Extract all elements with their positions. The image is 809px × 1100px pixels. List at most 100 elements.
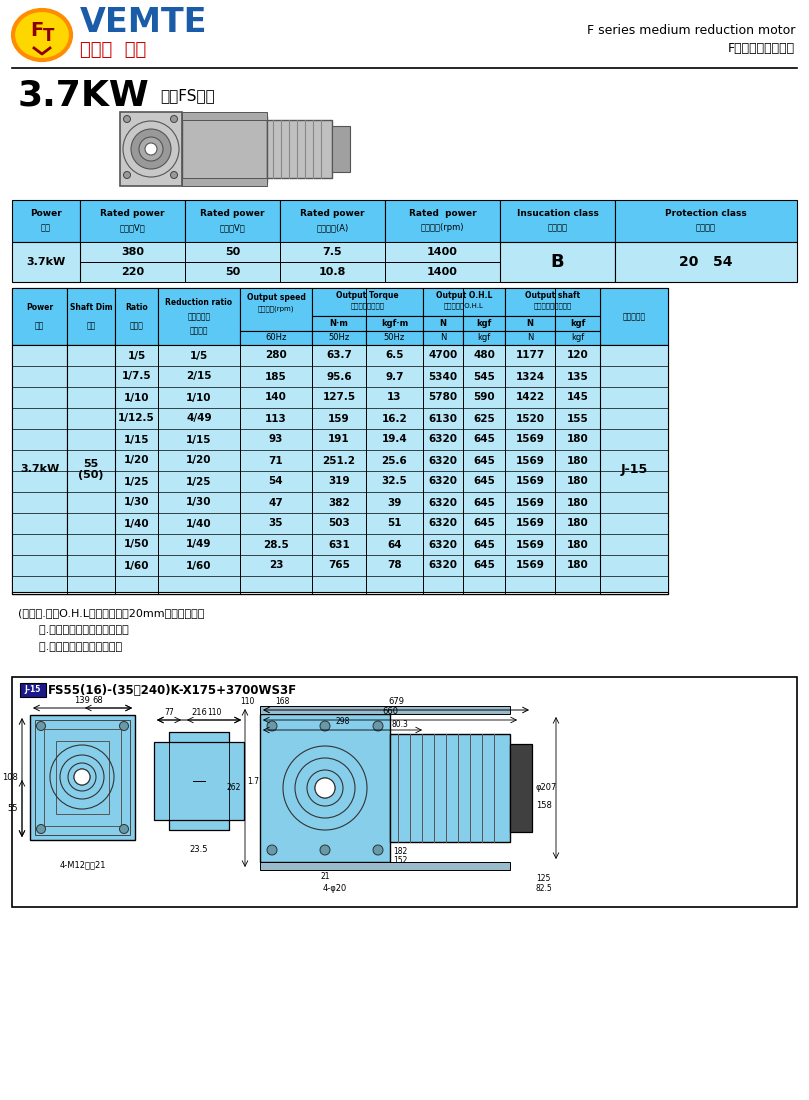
Text: 軸徑: 軸徑 [87, 321, 95, 330]
Bar [12, 288, 668, 345]
Circle shape [373, 720, 383, 732]
Text: 1569: 1569 [515, 518, 544, 528]
Text: 765: 765 [328, 561, 350, 571]
Bar [80, 262, 185, 282]
Bar [312, 331, 366, 345]
Text: Ratio: Ratio [125, 302, 148, 311]
Bar [158, 288, 240, 345]
Text: T: T [44, 28, 55, 45]
Bar [385, 242, 500, 262]
Text: 645: 645 [473, 434, 495, 444]
Text: 1/20: 1/20 [124, 455, 149, 465]
Bar [12, 345, 668, 594]
Bar [463, 331, 505, 345]
Text: (注）１.容許O.H.L為輸出軸端面20mm位置的數値。: (注）１.容許O.H.L為輸出軸端面20mm位置的數値。 [18, 608, 205, 618]
Text: Output speed: Output speed [247, 294, 306, 302]
Bar [600, 345, 668, 594]
Text: J-15: J-15 [621, 463, 648, 476]
Text: F series medium reduction motor: F series medium reduction motor [587, 23, 795, 36]
Bar [510, 744, 532, 832]
Bar [67, 288, 115, 345]
Text: 51: 51 [388, 518, 402, 528]
Text: 645: 645 [473, 476, 495, 486]
Text: 28.5: 28.5 [263, 539, 289, 550]
Text: 1/50: 1/50 [124, 539, 149, 550]
Text: 4-M12深度21: 4-M12深度21 [59, 860, 106, 869]
Text: 6320: 6320 [429, 561, 458, 571]
Text: 實際減速比: 實際減速比 [188, 312, 210, 321]
Text: 631: 631 [328, 539, 349, 550]
Text: 20   54: 20 54 [680, 255, 733, 270]
Text: 6320: 6320 [429, 497, 458, 507]
Text: 13: 13 [388, 393, 402, 403]
Text: 280: 280 [265, 351, 287, 361]
Text: 1/12.5: 1/12.5 [118, 414, 155, 424]
Bar [154, 742, 244, 820]
Text: 1/10: 1/10 [186, 393, 212, 403]
Text: 645: 645 [473, 455, 495, 465]
Text: 3.7KW: 3.7KW [18, 79, 150, 113]
Text: 55: 55 [7, 804, 18, 813]
Bar [332, 126, 350, 172]
Text: 3.7kW: 3.7kW [27, 257, 66, 267]
Text: FS55(16)-(35～240)K-X175+3700WS3F: FS55(16)-(35～240)K-X175+3700WS3F [48, 683, 297, 696]
Circle shape [139, 138, 163, 161]
Text: 180: 180 [566, 455, 588, 465]
Text: 1400: 1400 [427, 267, 458, 277]
Text: kgf: kgf [570, 319, 585, 328]
Text: 39: 39 [388, 497, 402, 507]
Text: 135: 135 [566, 372, 588, 382]
Bar [182, 116, 267, 182]
Bar [185, 242, 280, 262]
Bar [280, 262, 385, 282]
Text: 1422: 1422 [515, 393, 544, 403]
Text: 1/10: 1/10 [124, 393, 149, 403]
Text: 絕緣等級: 絕緣等級 [548, 223, 567, 232]
Bar [366, 331, 423, 345]
Text: 5340: 5340 [429, 372, 458, 382]
Bar [240, 331, 312, 345]
Text: Power: Power [30, 209, 61, 218]
Text: VEMTE: VEMTE [80, 6, 207, 38]
Text: 功率: 功率 [35, 321, 44, 330]
Text: 6320: 6320 [429, 539, 458, 550]
Text: N·m: N·m [329, 319, 349, 328]
Bar [500, 200, 615, 242]
Bar [12, 262, 80, 282]
Text: 4/49: 4/49 [186, 414, 212, 424]
Text: kgf: kgf [477, 319, 492, 328]
Text: 6.5: 6.5 [385, 351, 404, 361]
Text: Protection class: Protection class [665, 209, 747, 218]
Bar [20, 683, 46, 697]
Text: 35: 35 [269, 518, 283, 528]
Text: 110: 110 [240, 697, 255, 706]
Bar [505, 331, 555, 345]
Text: 660: 660 [382, 707, 398, 716]
Text: 180: 180 [566, 539, 588, 550]
Text: 480: 480 [473, 351, 495, 361]
Text: 頻率（V）: 頻率（V） [219, 223, 245, 232]
Text: 10.8: 10.8 [319, 267, 346, 277]
Circle shape [74, 769, 90, 785]
Bar [12, 676, 797, 908]
Text: 1/30: 1/30 [124, 497, 149, 507]
Bar [615, 242, 797, 282]
Text: 625: 625 [473, 414, 495, 424]
Text: 4700: 4700 [429, 351, 458, 361]
Text: 120: 120 [566, 351, 588, 361]
Text: 645: 645 [473, 518, 495, 528]
Bar [505, 316, 555, 331]
Text: 185: 185 [265, 372, 287, 382]
Bar [182, 112, 267, 120]
Bar [182, 178, 267, 186]
Text: 545: 545 [473, 372, 495, 382]
Text: 54: 54 [269, 476, 283, 486]
Text: 1/25: 1/25 [186, 476, 212, 486]
Bar [260, 706, 510, 714]
Text: 63.7: 63.7 [326, 351, 352, 361]
Bar [240, 288, 312, 331]
Text: 21: 21 [320, 872, 330, 881]
Text: 額定電流(A): 額定電流(A) [316, 223, 349, 232]
Text: 輸出軸承許額力負責: 輸出軸承許額力負責 [533, 302, 572, 309]
Text: kgf: kgf [571, 333, 584, 342]
